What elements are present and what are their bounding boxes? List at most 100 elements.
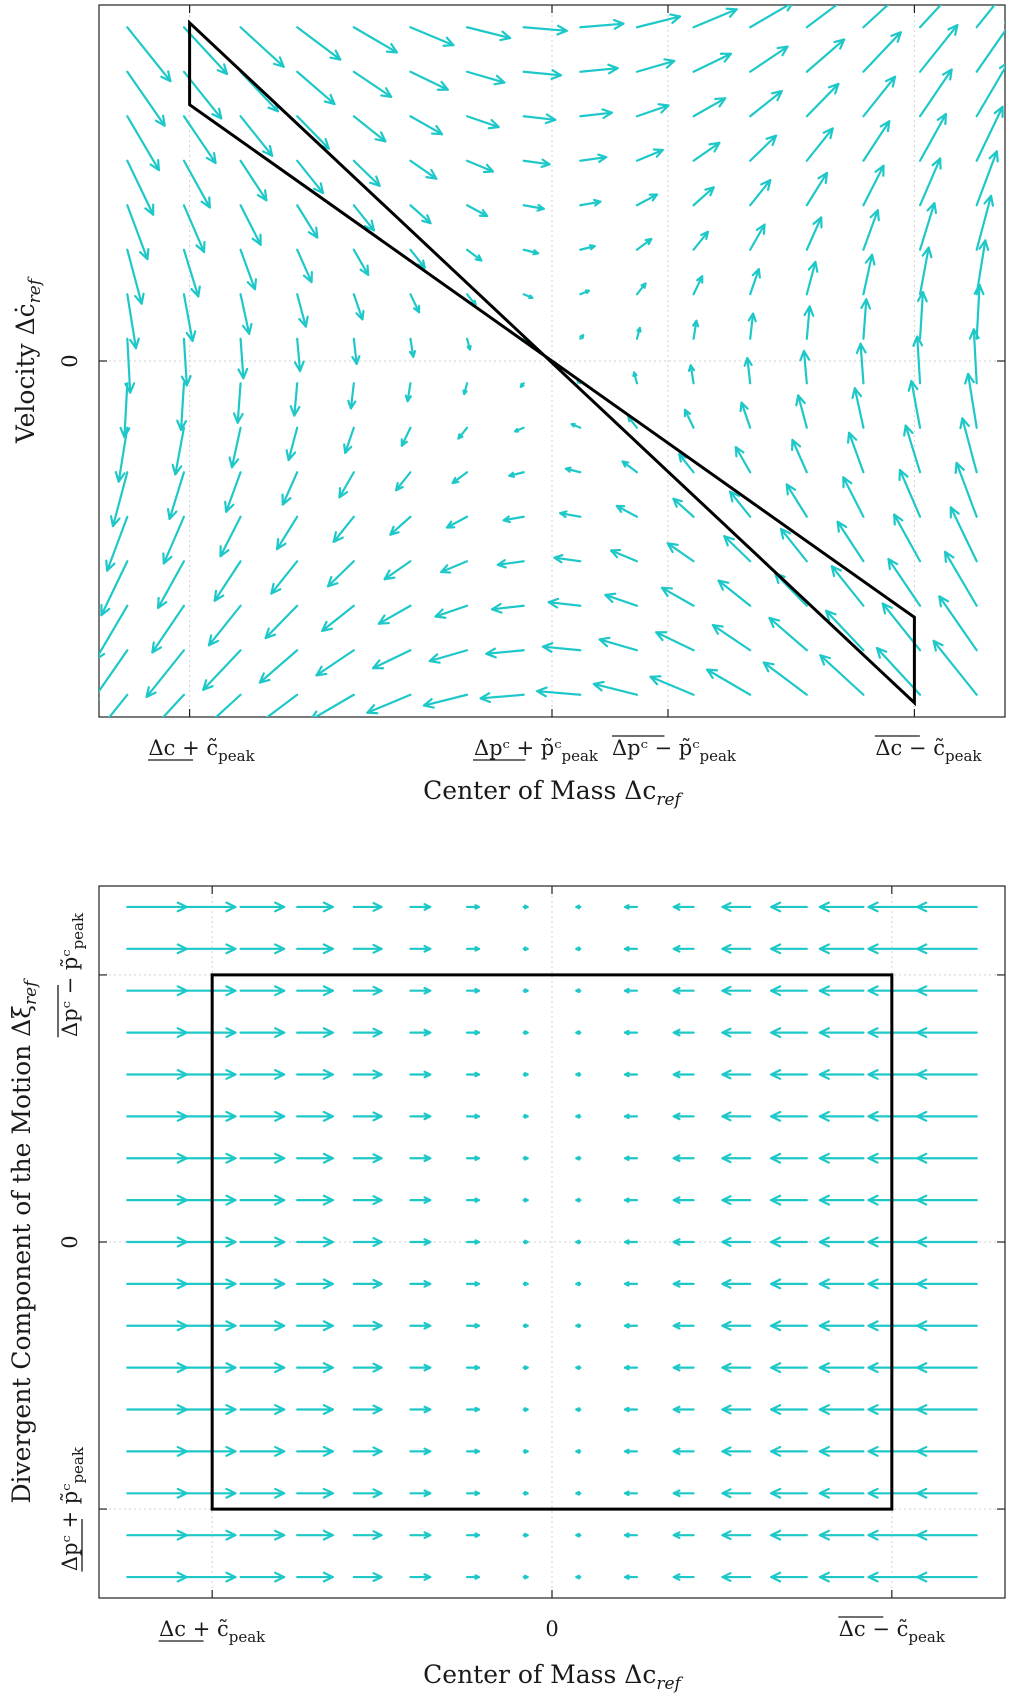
field-arrow	[239, 1110, 286, 1122]
field-arrow	[352, 1237, 383, 1247]
field-arrow	[916, 985, 978, 997]
field-arrow	[770, 1278, 808, 1290]
field-arrow	[916, 1152, 978, 1164]
field-arrow	[660, 586, 695, 607]
field-arrow	[867, 1404, 922, 1415]
field-arrow	[943, 550, 978, 607]
field-arrow	[522, 158, 551, 169]
field-arrow	[860, 298, 872, 340]
field-arrow	[351, 337, 361, 365]
field-arrow	[126, 26, 172, 83]
field-arrow	[182, 1236, 237, 1248]
field-arrow	[818, 1278, 865, 1290]
field-arrow	[867, 901, 922, 913]
field-arrow	[570, 422, 582, 429]
field-arrow	[465, 1406, 481, 1413]
field-arrow	[918, 157, 942, 207]
field-arrow	[898, 468, 922, 518]
field-arrow	[522, 1323, 529, 1329]
field-arrow	[409, 1573, 432, 1581]
field-arrow	[623, 1323, 639, 1329]
field-arrow	[434, 604, 469, 619]
field-arrow	[564, 466, 582, 474]
field-arrow	[366, 693, 412, 715]
tick-label: 0	[58, 354, 82, 367]
field-arrow	[818, 1529, 865, 1541]
field-arrow	[522, 69, 563, 80]
field-arrow	[265, 693, 299, 717]
field-arrow	[916, 290, 928, 340]
field-arrow	[623, 987, 639, 994]
field-arrow	[377, 604, 412, 625]
field-arrow	[916, 1027, 978, 1039]
field-arrow	[692, 230, 710, 251]
field-arrow	[721, 1572, 752, 1583]
field-arrow	[770, 943, 808, 955]
field-arrow	[109, 471, 129, 528]
field-arrow	[621, 460, 639, 474]
field-arrow	[862, 253, 876, 296]
field-arrow	[687, 364, 696, 385]
field-arrow	[182, 159, 211, 209]
field-arrow	[315, 649, 355, 677]
field-arrow	[623, 1281, 639, 1287]
field-arrow	[285, 426, 299, 462]
field-arrow	[465, 70, 506, 86]
field-arrow	[672, 1154, 695, 1163]
field-arrow	[465, 1490, 481, 1497]
field-arrow	[126, 115, 161, 172]
field-arrow	[579, 153, 608, 163]
field-arrow	[404, 382, 412, 403]
field-arrow	[916, 1278, 978, 1290]
field-arrow	[575, 1490, 582, 1496]
field-arrow	[818, 1110, 865, 1122]
field-arrow	[462, 382, 469, 396]
field-arrow	[296, 1069, 334, 1080]
field-arrow	[465, 1532, 481, 1538]
field-arrow	[867, 1487, 922, 1499]
field-arrow	[105, 515, 129, 572]
field-arrow	[522, 293, 534, 300]
field-arrow	[743, 357, 753, 385]
field-arrow	[182, 115, 217, 165]
field-arrow	[352, 248, 370, 276]
field-arrow	[264, 604, 299, 640]
tick-label: Δc − c̃peak	[875, 736, 982, 765]
field-arrow	[182, 248, 201, 298]
field-arrow	[842, 476, 865, 518]
field-arrow	[893, 513, 922, 563]
field-arrow	[887, 557, 922, 607]
field-arrow	[182, 985, 237, 997]
field-arrow	[321, 604, 355, 632]
field-arrow	[818, 1236, 865, 1248]
tick-label: 0	[58, 1235, 82, 1248]
field-arrow	[124, 337, 136, 394]
vector-field	[126, 901, 978, 1583]
field-arrow	[239, 901, 286, 913]
field-arrow	[352, 901, 383, 912]
feasible-region	[210, 973, 894, 1511]
field-arrow	[352, 1111, 383, 1122]
field-arrow	[296, 26, 342, 61]
field-arrow	[352, 26, 399, 54]
field-arrow	[522, 1113, 529, 1119]
field-arrow	[465, 1323, 481, 1329]
field-arrow	[575, 946, 582, 952]
field-arrow	[182, 1404, 237, 1415]
field-arrow	[818, 1404, 865, 1415]
field-arrow	[623, 1448, 639, 1455]
field-arrow	[239, 1069, 286, 1080]
field-arrow	[182, 1110, 237, 1122]
field-arrow	[818, 1320, 865, 1332]
field-arrow	[575, 1574, 582, 1580]
field-arrow	[126, 293, 140, 350]
field-arrow	[912, 335, 924, 385]
field-arrow	[156, 560, 186, 610]
field-arrow	[239, 248, 258, 291]
field-arrow	[918, 23, 959, 73]
tick-label: Δpᶜ + p̃ᶜpeak	[58, 1446, 87, 1571]
field-arrow	[296, 70, 336, 106]
field-arrow	[224, 471, 242, 513]
field-arrow	[867, 1027, 922, 1039]
x-tick-labels: Δc + c̃peak Δpᶜ + p̃ᶜpeak Δpᶜ − p̃ᶜpeak Δc …	[148, 735, 982, 765]
